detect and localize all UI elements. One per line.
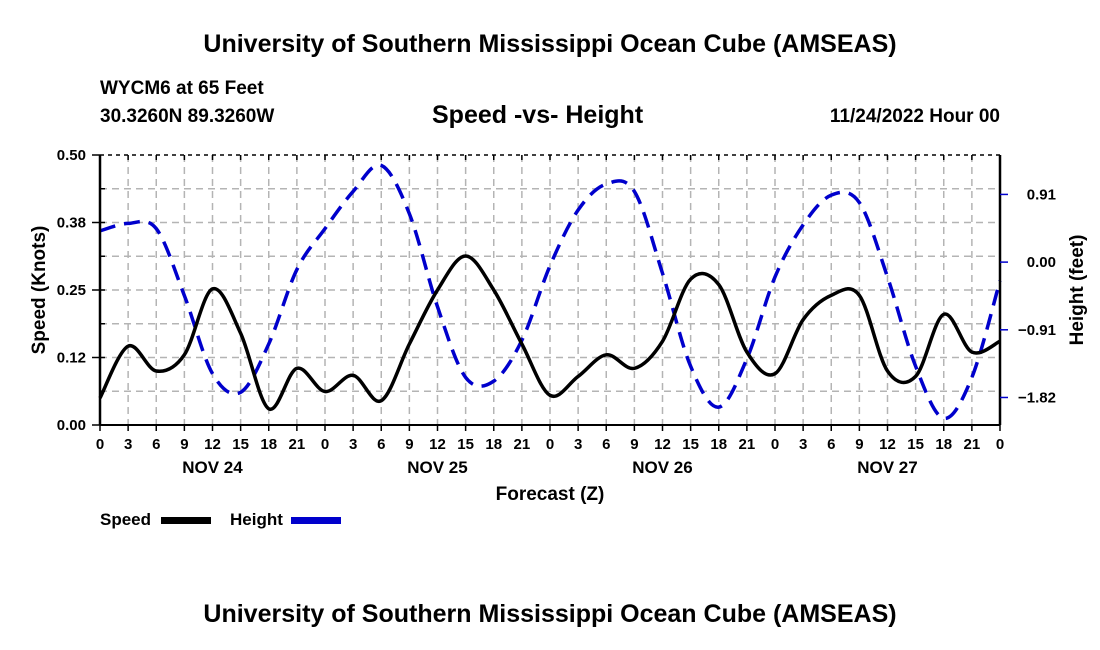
x-axis-label: Forecast (Z) xyxy=(496,484,605,505)
x-tick-label: 15 xyxy=(682,436,699,453)
y2-axis-label: Height (feet) xyxy=(1067,235,1088,346)
x-tick-label: 12 xyxy=(654,436,671,453)
y-tick-label: 0.25 xyxy=(57,282,86,299)
x-day-label: NOV 25 xyxy=(407,458,467,477)
x-tick-label: 6 xyxy=(377,436,385,453)
y2-tick-label: 0.00 xyxy=(1027,254,1056,271)
x-tick-label: 12 xyxy=(879,436,896,453)
x-day-label: NOV 27 xyxy=(857,458,917,477)
x-tick-label: 18 xyxy=(260,436,277,453)
x-tick-label: 0 xyxy=(546,436,554,453)
x-tick-label: 9 xyxy=(855,436,863,453)
footer-title: University of Southern Mississippi Ocean… xyxy=(203,600,897,628)
x-tick-label: 9 xyxy=(630,436,638,453)
x-tick-label: 15 xyxy=(907,436,924,453)
speed-line xyxy=(98,254,1001,411)
speed-series xyxy=(98,254,1001,411)
x-tick-label: 3 xyxy=(349,436,357,453)
x-tick-label: 6 xyxy=(152,436,160,453)
x-tick-label: 9 xyxy=(180,436,188,453)
legend-swatch-speed xyxy=(161,517,211,524)
chart-title: Speed -vs- Height xyxy=(432,101,644,129)
station-label: WYCM6 at 65 Feet xyxy=(100,78,264,99)
x-tick-label: 21 xyxy=(514,436,531,453)
x-tick-label: 15 xyxy=(232,436,249,453)
tick-labels: 0.00 0.12 0.25 0.38 0.50 0.91 0.00 −0.91 −1.82 0 3… xyxy=(57,147,1056,477)
x-tick-label: 0 xyxy=(321,436,329,453)
x-tick-label: 21 xyxy=(964,436,981,453)
height-series xyxy=(99,163,1002,421)
y-tick-label: 0.12 xyxy=(57,350,86,367)
height-line xyxy=(99,163,1002,421)
x-tick-label: 21 xyxy=(739,436,756,453)
x-tick-label: 3 xyxy=(124,436,132,453)
y2-tick-label: 0.91 xyxy=(1027,186,1056,203)
x-tick-label: 12 xyxy=(429,436,446,453)
x-tick-label: 18 xyxy=(485,436,502,453)
y-tick-label: 0.50 xyxy=(57,147,86,164)
x-tick-label: 0 xyxy=(771,436,779,453)
y-axis-label: Speed (Knots) xyxy=(29,226,50,355)
x-tick-label: 3 xyxy=(799,436,807,453)
x-tick-label: 15 xyxy=(457,436,474,453)
y-tick-label: 0.38 xyxy=(57,215,86,232)
legend-label-speed: Speed xyxy=(100,510,152,529)
grid-lines xyxy=(100,155,1000,425)
axes xyxy=(92,154,1008,431)
forecast-datetime: 11/24/2022 Hour 00 xyxy=(829,106,1000,127)
y-tick-label: 0.00 xyxy=(57,417,86,434)
x-tick-label: 3 xyxy=(574,436,582,453)
x-day-label: NOV 24 xyxy=(182,458,243,477)
x-day-label: NOV 26 xyxy=(632,458,692,477)
x-tick-label: 21 xyxy=(289,436,306,453)
chart-main-title: University of Southern Mississippi Ocean… xyxy=(203,30,897,58)
x-tick-label: 6 xyxy=(827,436,835,453)
x-tick-label: 18 xyxy=(935,436,952,453)
legend-label-height: Height xyxy=(230,510,283,529)
legend-swatch-height xyxy=(291,517,341,524)
x-tick-label: 9 xyxy=(405,436,413,453)
x-tick-label: 0 xyxy=(96,436,104,453)
x-tick-label: 6 xyxy=(602,436,610,453)
station-coordinates: 30.3260N 89.3260W xyxy=(100,106,275,127)
y2-tick-label: −1.82 xyxy=(1018,389,1056,406)
x-tick-label: 0 xyxy=(996,436,1004,453)
x-tick-label: 12 xyxy=(204,436,221,453)
x-tick-label: 18 xyxy=(710,436,727,453)
y2-tick-label: −0.91 xyxy=(1018,322,1056,339)
